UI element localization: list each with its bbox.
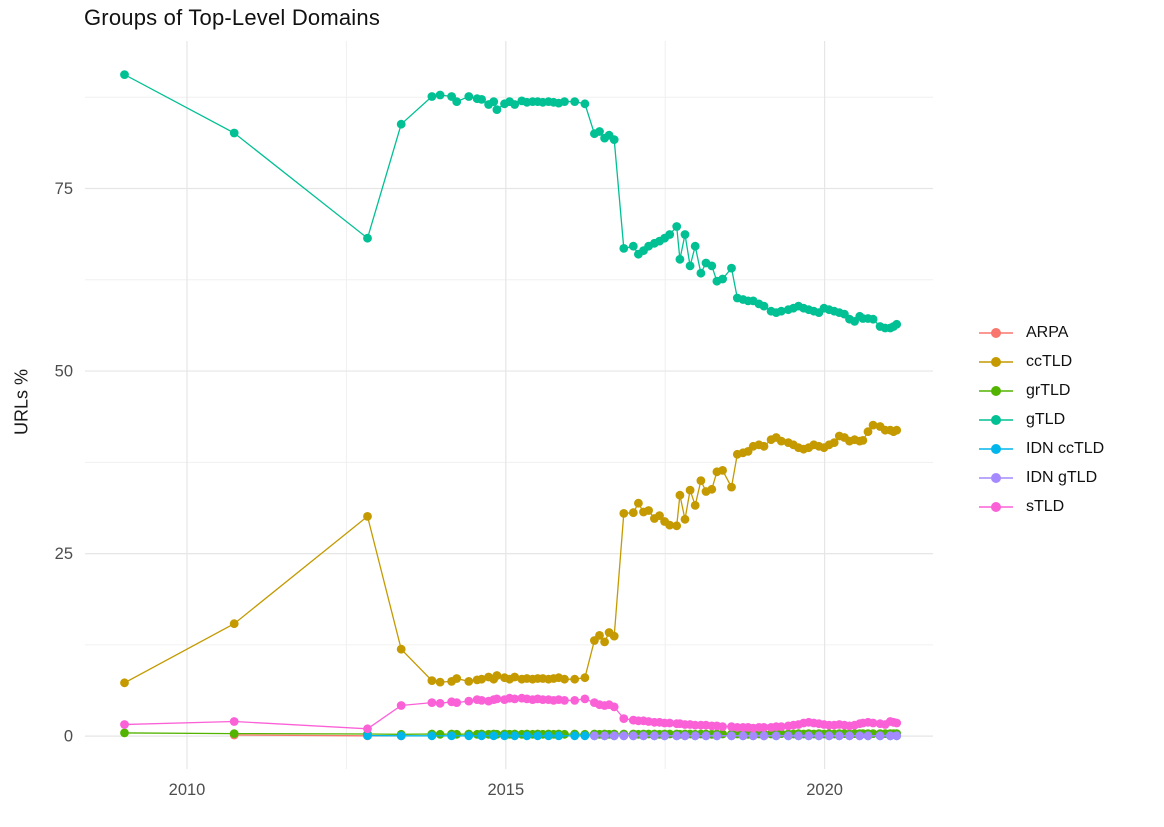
series-cctld xyxy=(120,420,902,688)
legend-key-cctld-icon xyxy=(979,356,1013,367)
y-axis-tick-labels: 0 25 50 75 xyxy=(55,180,73,746)
series-gtld xyxy=(120,70,902,333)
legend-item-arpa: ARPA xyxy=(977,318,1104,347)
legend-label: grTLD xyxy=(1026,381,1071,399)
y-axis-title: URLs % xyxy=(11,368,32,436)
chart-title: Groups of Top-Level Domains xyxy=(84,5,381,30)
legend-item-cctld: ccTLD xyxy=(977,347,1104,376)
x-tick-label: 2010 xyxy=(169,781,206,799)
legend-item-idn-cctld: IDN ccTLD xyxy=(977,434,1104,463)
legend-key-grtld-icon xyxy=(979,385,1013,396)
legend-item-idn-gtld: IDN gTLD xyxy=(977,463,1104,492)
legend-key-arpa-icon xyxy=(979,327,1013,338)
y-tick-label: 25 xyxy=(55,545,73,563)
series-stld xyxy=(120,693,902,734)
y-tick-label: 0 xyxy=(64,728,73,746)
x-axis-tick-labels: 2010 2015 2020 xyxy=(169,781,843,799)
series-idn-gtld xyxy=(590,731,902,741)
legend-key-idn-cctld-icon xyxy=(979,443,1013,454)
x-tick-label: 2015 xyxy=(487,781,524,799)
legend-label: sTLD xyxy=(1026,497,1065,515)
legend-key-idn-gtld-icon xyxy=(979,472,1013,483)
y-tick-label: 50 xyxy=(55,363,73,381)
legend-item-grtld: grTLD xyxy=(977,376,1104,405)
legend-label: IDN gTLD xyxy=(1026,468,1098,486)
legend-item-gtld: gTLD xyxy=(977,405,1104,434)
legend-label: IDN ccTLD xyxy=(1026,439,1105,457)
x-tick-label: 2020 xyxy=(806,781,843,799)
legend-label: ccTLD xyxy=(1026,352,1073,370)
legend-key-gtld-icon xyxy=(979,414,1013,425)
legend-item-stld: sTLD xyxy=(977,492,1104,521)
legend: ARPA ccTLD grTLD gTLD IDN ccTLD IDN gTLD sTLD xyxy=(977,318,1104,521)
legend-label: ARPA xyxy=(1026,323,1069,341)
y-tick-label: 75 xyxy=(55,180,73,198)
legend-key-stld-icon xyxy=(979,501,1013,512)
gridlines-minor xyxy=(85,41,933,769)
legend-label: gTLD xyxy=(1026,410,1066,428)
